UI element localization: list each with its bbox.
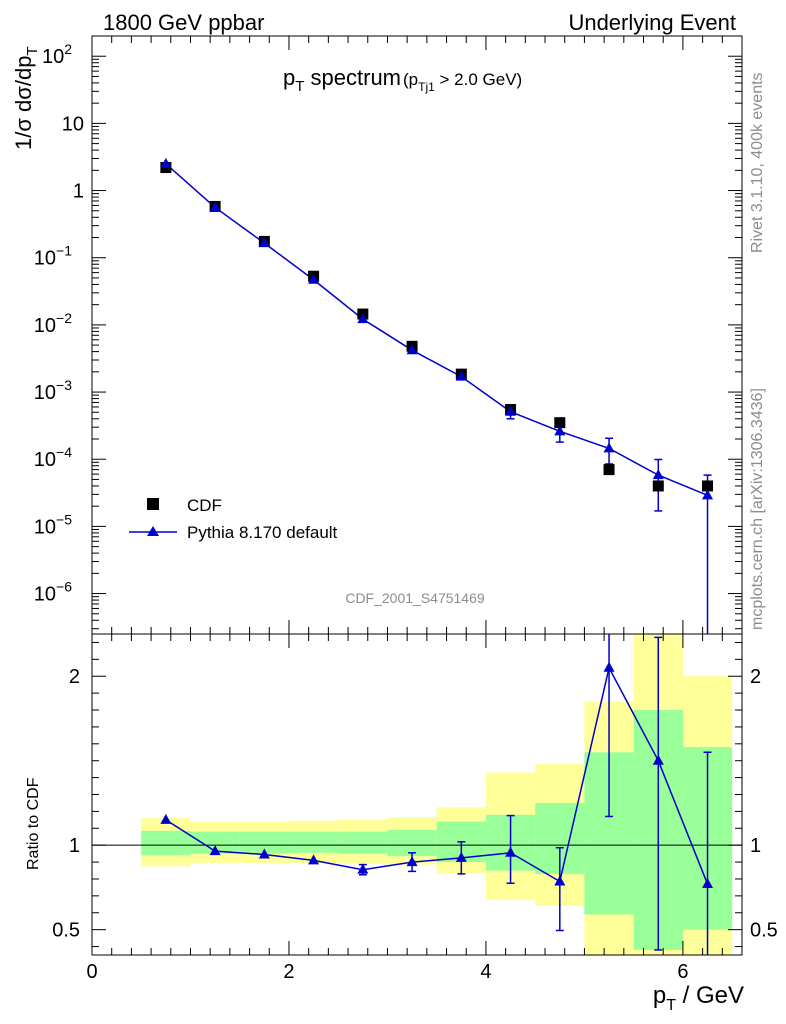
main-ylabel: 1/σ dσ/dpT	[11, 46, 41, 150]
main-ytick-label: 10−3	[34, 377, 72, 404]
ratio-point	[209, 845, 221, 856]
ratio-point	[652, 754, 664, 765]
ratio-band-inner	[288, 831, 339, 853]
pythia-point	[505, 405, 517, 416]
ratio-ytick-label: 2	[69, 666, 80, 688]
rivet-label: Rivet 3.1.10, 400k events	[749, 72, 766, 253]
ratio-point	[603, 661, 615, 672]
ratio-xtick-label: 4	[480, 961, 491, 983]
plot-title: pT spectrum (pTj1 > 2.0 GeV)	[283, 65, 522, 95]
ratio-xtick-label: 0	[86, 961, 97, 983]
main-ytick-label: 10−1	[34, 243, 72, 270]
ratio-ytick-label-right: 1	[750, 835, 761, 857]
main-ytick-label: 10−4	[34, 444, 72, 471]
analysis-watermark: CDF_2001_S4751469	[345, 590, 485, 606]
pythia-point	[652, 469, 664, 480]
ratio-bands	[141, 634, 733, 955]
cdf-point	[702, 480, 714, 492]
pythia-point	[455, 370, 467, 381]
ratio-point	[357, 863, 369, 874]
pythia-point	[258, 237, 270, 248]
legend-label-cdf: CDF	[187, 496, 222, 515]
ratio-xtick-label: 2	[283, 961, 294, 983]
pythia-line	[165, 163, 708, 497]
pythia-point	[357, 313, 369, 324]
ratio-axes: 0.5 0.5 1 1 2 2 0 2 4 6	[52, 633, 778, 983]
pythia-point	[160, 157, 172, 168]
ratio-point	[406, 856, 418, 867]
pythia-point	[554, 425, 566, 436]
x-axis-label: pT / GeV	[653, 982, 744, 1014]
main-ytick-label: 10	[62, 113, 84, 135]
main-ytick-label: 1	[73, 181, 84, 203]
ratio-xtick-label: 6	[677, 961, 688, 983]
ratio-ytick-label: 0.5	[52, 920, 80, 942]
ratio-line	[165, 665, 709, 885]
legend: CDF Pythia 8.170 default	[129, 496, 338, 542]
ratio-ylabel: Ratio to CDF	[25, 777, 42, 870]
header-left: 1800 GeV ppbar	[103, 10, 264, 35]
pythia-point	[209, 201, 221, 212]
main-ytick-label: 10−6	[34, 579, 72, 606]
ratio-point	[160, 813, 172, 824]
ratio-point	[308, 854, 320, 865]
main-data-layer	[160, 157, 714, 634]
ratio-point	[258, 848, 270, 859]
ratio-point	[554, 875, 566, 886]
main-axes: 102 10 1 10−1 10−2 10−3 10−4 10−5 10−6	[34, 35, 743, 635]
pythia-point	[406, 344, 418, 355]
ratio-ytick-label-right: 0.5	[750, 920, 778, 942]
header-right: Underlying Event	[568, 10, 736, 35]
ratio-band-inner	[190, 831, 240, 854]
pythia-point	[702, 489, 714, 500]
ratio-band-inner	[387, 829, 437, 857]
legend-marker-cdf	[147, 498, 159, 510]
ratio-band-inner	[141, 830, 191, 856]
cdf-point	[652, 480, 664, 492]
cdf-point	[603, 464, 615, 476]
ratio-point	[505, 846, 517, 857]
ratio-ytick-label: 1	[69, 835, 80, 857]
main-ytick-label: 102	[42, 41, 72, 68]
ratio-band-inner	[239, 831, 289, 854]
main-ytick-label: 10−5	[34, 511, 72, 538]
ratio-ytick-label-right: 2	[750, 666, 761, 688]
pythia-point	[308, 273, 320, 284]
pythia-point	[603, 442, 615, 453]
ratio-point	[702, 878, 714, 889]
ratio-point	[455, 851, 467, 862]
legend-marker-pythia	[147, 526, 159, 536]
cdf-point	[554, 417, 566, 429]
legend-label-pythia: Pythia 8.170 default	[187, 523, 338, 542]
main-frame	[91, 35, 743, 635]
ratio-band-inner	[338, 831, 388, 854]
mcplots-label: mcplots.cern.ch [arXiv:1306.3436]	[749, 388, 766, 630]
ratio-data-layer	[160, 634, 714, 955]
main-ytick-label: 10−2	[34, 310, 72, 337]
